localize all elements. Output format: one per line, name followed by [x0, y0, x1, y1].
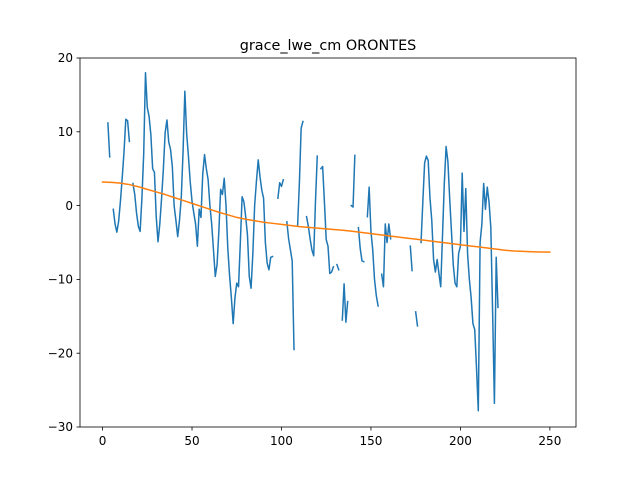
axes-layer: 0 50 100 150 200 250 −30 −20 −10 0 10 20 — [48, 51, 562, 448]
series-layer — [101, 72, 551, 412]
y-tick-label: −30 — [48, 420, 73, 434]
y-tick-label: −10 — [48, 273, 73, 287]
y-tick-label: 10 — [58, 125, 73, 139]
x-tick-label: 250 — [538, 434, 561, 448]
series-line-1 — [107, 72, 499, 412]
y-tick-label: 20 — [58, 51, 73, 65]
y-tick-label: 0 — [65, 199, 73, 213]
plot-frame — [79, 57, 577, 428]
y-tick-label: −20 — [48, 346, 73, 360]
x-tick-label: 200 — [449, 434, 472, 448]
x-tick-label: 50 — [184, 434, 199, 448]
x-tick-label: 0 — [99, 434, 107, 448]
chart-title: grace_lwe_cm ORONTES — [240, 38, 417, 54]
x-tick-label: 150 — [359, 434, 382, 448]
x-tick-label: 100 — [270, 434, 293, 448]
series-line-2 — [101, 181, 551, 253]
